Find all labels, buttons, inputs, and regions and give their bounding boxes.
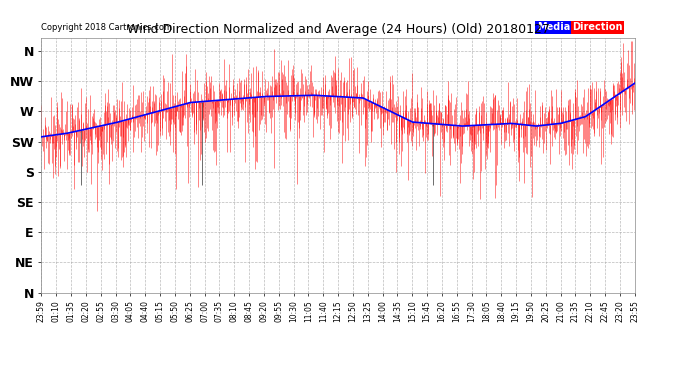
Text: Median: Median (537, 22, 577, 32)
Text: Copyright 2018 Cartronics.com: Copyright 2018 Cartronics.com (41, 23, 172, 32)
Title: Wind Direction Normalized and Average (24 Hours) (Old) 20180127: Wind Direction Normalized and Average (2… (127, 23, 549, 36)
Text: Direction: Direction (573, 22, 623, 32)
